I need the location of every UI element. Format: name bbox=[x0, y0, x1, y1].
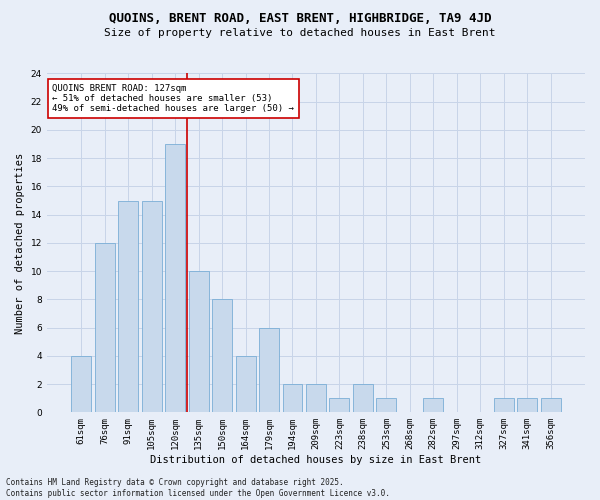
Y-axis label: Number of detached properties: Number of detached properties bbox=[15, 152, 25, 334]
Bar bbox=[494, 398, 514, 412]
Bar bbox=[71, 356, 91, 412]
X-axis label: Distribution of detached houses by size in East Brent: Distribution of detached houses by size … bbox=[151, 455, 482, 465]
Text: QUOINS BRENT ROAD: 127sqm
← 51% of detached houses are smaller (53)
49% of semi-: QUOINS BRENT ROAD: 127sqm ← 51% of detac… bbox=[52, 84, 294, 114]
Text: QUOINS, BRENT ROAD, EAST BRENT, HIGHBRIDGE, TA9 4JD: QUOINS, BRENT ROAD, EAST BRENT, HIGHBRID… bbox=[109, 12, 491, 26]
Bar bbox=[329, 398, 349, 412]
Bar bbox=[306, 384, 326, 412]
Bar bbox=[353, 384, 373, 412]
Bar bbox=[423, 398, 443, 412]
Bar bbox=[517, 398, 537, 412]
Bar bbox=[118, 200, 138, 412]
Text: Size of property relative to detached houses in East Brent: Size of property relative to detached ho… bbox=[104, 28, 496, 38]
Bar bbox=[142, 200, 162, 412]
Bar bbox=[236, 356, 256, 412]
Bar bbox=[376, 398, 397, 412]
Bar bbox=[95, 243, 115, 412]
Bar bbox=[165, 144, 185, 412]
Bar bbox=[541, 398, 560, 412]
Bar bbox=[212, 300, 232, 412]
Text: Contains HM Land Registry data © Crown copyright and database right 2025.
Contai: Contains HM Land Registry data © Crown c… bbox=[6, 478, 390, 498]
Bar bbox=[283, 384, 302, 412]
Bar bbox=[259, 328, 279, 412]
Bar bbox=[188, 271, 209, 412]
